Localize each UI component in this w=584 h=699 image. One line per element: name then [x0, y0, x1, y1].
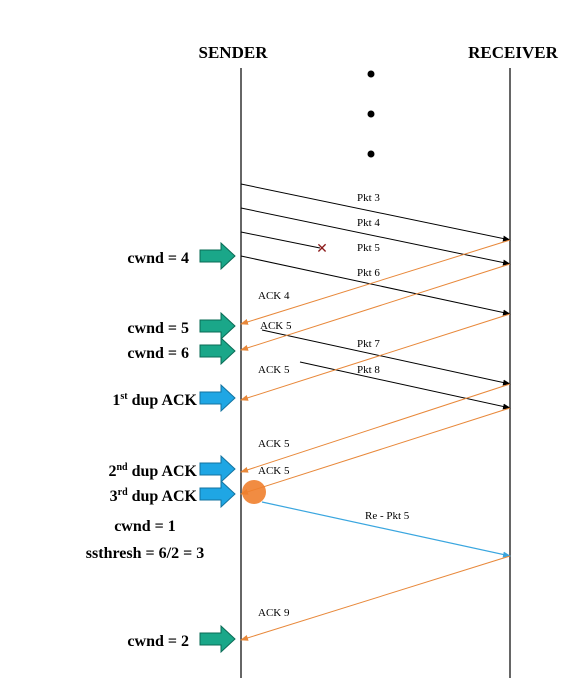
- ack-arrow-ack9: [240, 555, 511, 641]
- loss-x-icon: ✕: [316, 241, 328, 257]
- retransmit-label: Re - Pkt 5: [365, 510, 410, 522]
- ack-label-ack5-dup3: ACK 5: [258, 465, 290, 477]
- indicator-arrows: [199, 241, 236, 654]
- packet-label-pkt4: Pkt 4: [357, 217, 380, 229]
- ack-label-ack9: ACK 9: [258, 607, 290, 619]
- packet-arrow-pkt4: [240, 207, 511, 266]
- dup-ack-arrow-icon: [199, 454, 236, 484]
- event-dup-ack-2: 2nd dup ACK: [109, 462, 198, 480]
- packet-arrow-pkt5-lost: [240, 231, 321, 249]
- ack-label-ack5-first: ACK 5: [260, 320, 292, 332]
- sender-header: SENDER: [199, 43, 269, 62]
- packet-label-pkt8: Pkt 8: [357, 364, 380, 376]
- packet-arrow-pkt3: [240, 183, 511, 242]
- ack-arrow-ack5-first: [240, 263, 511, 351]
- ellipsis-dot: [367, 110, 375, 118]
- ack-arrow-ack5-dup1: [240, 313, 511, 401]
- ack-arrow-ack4: [240, 239, 511, 325]
- event-cwnd-4: cwnd = 4: [127, 250, 189, 267]
- event-ssthresh: ssthresh = 6/2 = 3: [86, 545, 204, 562]
- event-cwnd-1: cwnd = 1: [114, 518, 176, 535]
- ack-arrow-ack5-dup2: [240, 383, 511, 473]
- packet-arrow-pkt7: [261, 329, 511, 386]
- receiver-header: RECEIVER: [468, 43, 558, 62]
- event-dup-ack-3: 3rd dup ACK: [110, 487, 198, 505]
- ellipsis-dot: [367, 150, 375, 158]
- dup-ack-arrow-icon: [199, 383, 236, 413]
- cwnd-arrow-icon: [199, 311, 236, 341]
- cwnd-arrow-icon: [199, 624, 236, 654]
- dup-ack-arrow-icon: [199, 479, 236, 509]
- packet-label-pkt3: Pkt 3: [357, 192, 380, 204]
- ack-arrow-ack5-dup3: [240, 407, 511, 495]
- ack-label-ack4: ACK 4: [258, 290, 290, 302]
- packet-label-pkt7: Pkt 7: [357, 338, 380, 350]
- packet-arrow-pkt6: [240, 255, 511, 316]
- retransmit-arrow-pkt5: [261, 501, 511, 558]
- event-cwnd-6: cwnd = 6: [127, 345, 189, 362]
- ack-label-ack5-dup1: ACK 5: [258, 364, 290, 376]
- event-cwnd-5: cwnd = 5: [127, 320, 189, 337]
- cwnd-arrow-icon: [199, 241, 236, 271]
- ack-label-ack5-dup2: ACK 5: [258, 438, 290, 450]
- event-cwnd-2: cwnd = 2: [127, 633, 189, 650]
- ellipsis-dot: [367, 70, 375, 78]
- packet-label-pkt5: Pkt 5: [357, 242, 380, 254]
- cwnd-arrow-icon: [199, 336, 236, 366]
- event-dup-ack-1: 1st dup ACK: [112, 391, 197, 409]
- packet-label-pkt6: Pkt 6: [357, 267, 380, 279]
- packet-arrow-pkt8: [299, 361, 511, 410]
- fast-retransmit-dot: [242, 480, 266, 504]
